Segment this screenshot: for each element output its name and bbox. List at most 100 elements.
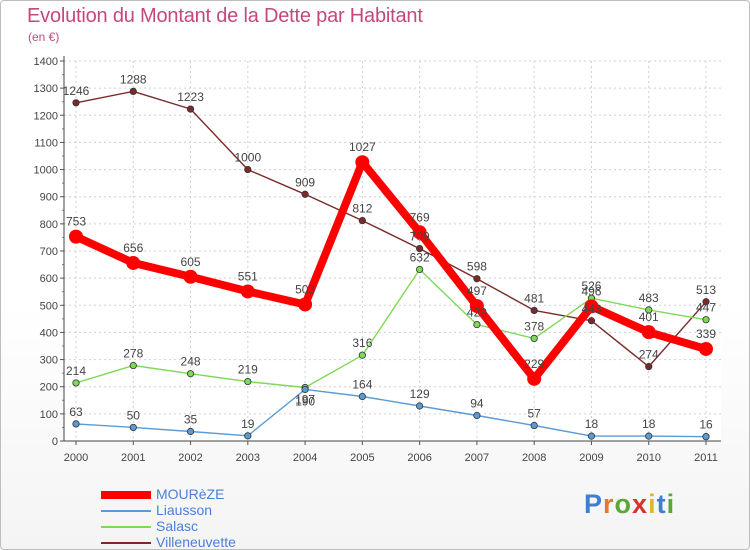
data-label: 1246	[63, 84, 90, 98]
data-point	[186, 105, 195, 113]
x-tick-label: 2011	[694, 452, 718, 464]
data-point	[240, 284, 255, 299]
data-label: 197	[295, 393, 315, 407]
data-label: 18	[585, 417, 599, 431]
data-label: 605	[181, 255, 201, 269]
data-label: 812	[352, 202, 372, 216]
legend-item: Villeneuvette	[101, 534, 361, 550]
data-point	[301, 385, 309, 394]
data-point	[645, 363, 653, 371]
logo-letter: o	[614, 489, 633, 519]
data-label: 339	[696, 327, 716, 341]
data-point	[129, 87, 137, 96]
y-tick-label: 0	[52, 436, 58, 448]
data-label: 316	[352, 336, 372, 350]
data-point	[702, 316, 710, 324]
data-label: 551	[238, 269, 258, 283]
y-tick-label: 800	[40, 219, 58, 231]
series-line-salasc	[75, 268, 707, 389]
y-tick-label: 1100	[34, 137, 58, 149]
data-point	[469, 299, 484, 314]
data-point	[702, 433, 710, 441]
data-label: 769	[410, 210, 430, 224]
logo-letter: i	[648, 489, 657, 519]
data-point	[699, 341, 713, 356]
data-label: 214	[66, 364, 86, 378]
data-label: 274	[639, 348, 659, 362]
data-label: 248	[181, 355, 201, 369]
legend-item: Liausson	[101, 502, 361, 519]
data-label: 50	[127, 408, 141, 422]
legend-item: MOURèZE	[101, 486, 361, 503]
data-label: 481	[524, 291, 544, 305]
data-point	[72, 99, 80, 107]
data-point	[129, 423, 137, 432]
data-label: 401	[639, 310, 659, 324]
legend-swatch	[101, 491, 151, 499]
data-label: 447	[696, 301, 716, 315]
data-point	[473, 320, 481, 329]
series-line-liausson	[75, 388, 707, 438]
data-label: 909	[295, 175, 315, 189]
data-point	[244, 432, 252, 440]
legend-swatch	[101, 542, 151, 544]
data-label: 1288	[120, 72, 147, 86]
data-label: 164	[352, 377, 372, 391]
data-label: 753	[66, 215, 86, 229]
data-point	[72, 379, 80, 387]
data-label: 57	[528, 407, 542, 421]
data-label: 378	[524, 319, 544, 333]
data-label: 278	[123, 347, 143, 361]
data-point	[186, 370, 195, 378]
data-label: 94	[470, 396, 484, 410]
x-tick-label: 2005	[350, 452, 374, 464]
data-label: 632	[410, 250, 430, 264]
legend-swatch	[101, 526, 151, 528]
x-tick-label: 2009	[579, 452, 603, 464]
data-point	[587, 432, 596, 440]
data-point	[530, 334, 538, 342]
data-label: 219	[238, 363, 258, 377]
y-tick-label: 100	[40, 409, 58, 421]
y-tick-label: 1000	[34, 165, 58, 177]
x-tick-label: 2004	[293, 452, 317, 464]
y-tick-label: 500	[40, 300, 58, 312]
data-point	[244, 165, 252, 174]
data-label: 526	[581, 279, 601, 293]
logo-letter: x	[632, 489, 649, 519]
data-point	[473, 275, 481, 283]
data-label: 190	[295, 394, 315, 408]
data-label: 16	[699, 418, 713, 432]
data-label: 1027	[349, 140, 376, 154]
x-tick-label: 2002	[178, 452, 202, 464]
legend-label: Villeneuvette	[156, 534, 236, 550]
data-label: 513	[696, 283, 716, 297]
x-tick-label: 2006	[407, 452, 431, 464]
legend-item: Salasc	[101, 518, 361, 535]
data-label: 483	[639, 291, 659, 305]
data-point	[358, 217, 366, 225]
x-tick-label: 2003	[236, 452, 260, 464]
data-label: 429	[467, 306, 487, 320]
data-point	[244, 377, 252, 386]
y-tick-label: 1400	[34, 56, 58, 68]
y-tick-label: 400	[40, 327, 58, 339]
y-tick-label: 700	[40, 246, 58, 258]
y-tick-label: 300	[40, 355, 58, 367]
data-point	[183, 269, 198, 284]
data-point	[412, 225, 427, 240]
proxiti-logo: Proxiti	[584, 489, 675, 520]
data-point	[530, 306, 538, 315]
data-label: 503	[295, 282, 315, 296]
data-point	[530, 421, 538, 430]
data-point	[126, 255, 141, 270]
data-point	[645, 306, 653, 314]
x-tick-label: 2008	[522, 452, 546, 464]
data-point	[358, 392, 366, 401]
data-point	[301, 190, 309, 198]
data-point	[72, 420, 80, 428]
data-label: 35	[184, 413, 198, 427]
data-point	[702, 298, 710, 306]
